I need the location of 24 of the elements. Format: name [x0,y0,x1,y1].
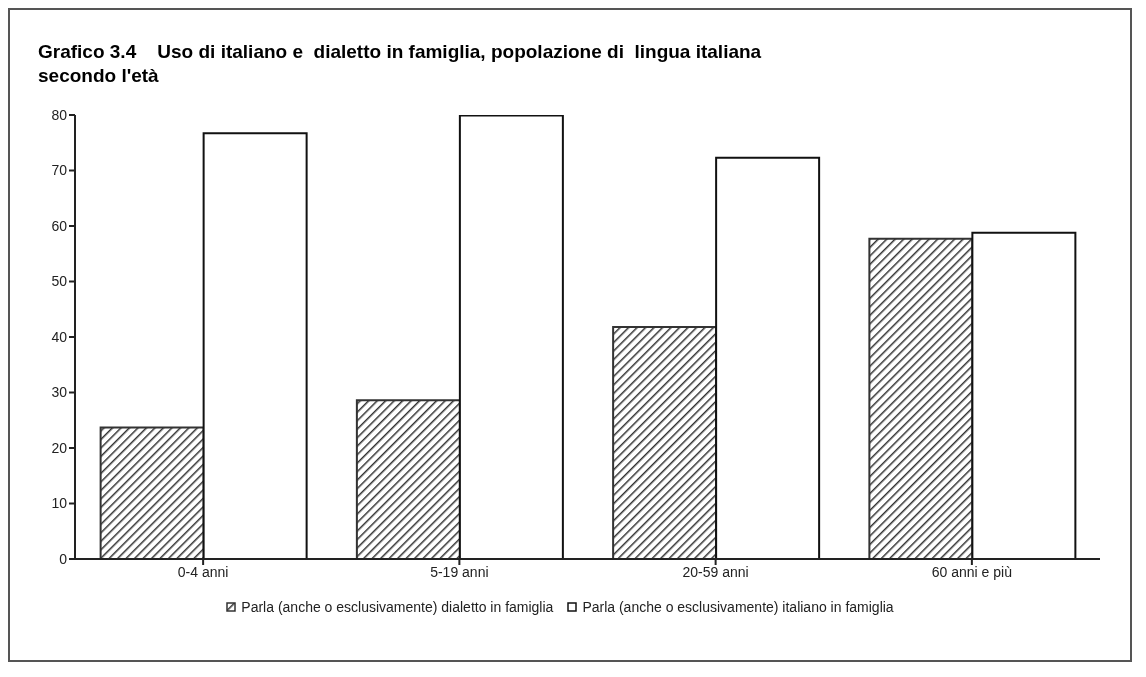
y-tick-label: 0 [59,550,68,567]
bar [868,237,974,559]
y-tick-label: 40 [51,328,68,345]
y-tick-label: 60 [51,217,68,234]
y-tick-label: 10 [51,495,68,512]
bar [355,399,461,559]
chart-title: Grafico 3.4 Uso di italiano e dialetto in famiglia, popolazione di lingua italiana secondo l'età [38,40,763,88]
y-tick-label: 20 [51,439,68,456]
bar [202,132,308,559]
x-tick-label: 60 anni e più [931,563,1012,580]
x-tick-label: 5-19 anni [430,563,489,580]
legend-label: Parla (anche o esclusivamente) italiano in famiglia [582,599,894,615]
y-tick-label: 70 [51,162,68,179]
x-tick-label: 20-59 anni [682,563,749,580]
y-tick-label: 50 [51,273,68,290]
bar [715,156,821,559]
y-tick-label: 80 [51,106,68,123]
bar [99,426,205,559]
x-tick-label: 0-4 anni [177,563,229,580]
y-tick-label: 30 [51,384,68,401]
bar [971,231,1077,559]
legend-label: Parla (anche o esclusivamente) dialetto in famiglia [241,599,554,615]
bar [612,326,718,559]
bar [458,115,564,559]
